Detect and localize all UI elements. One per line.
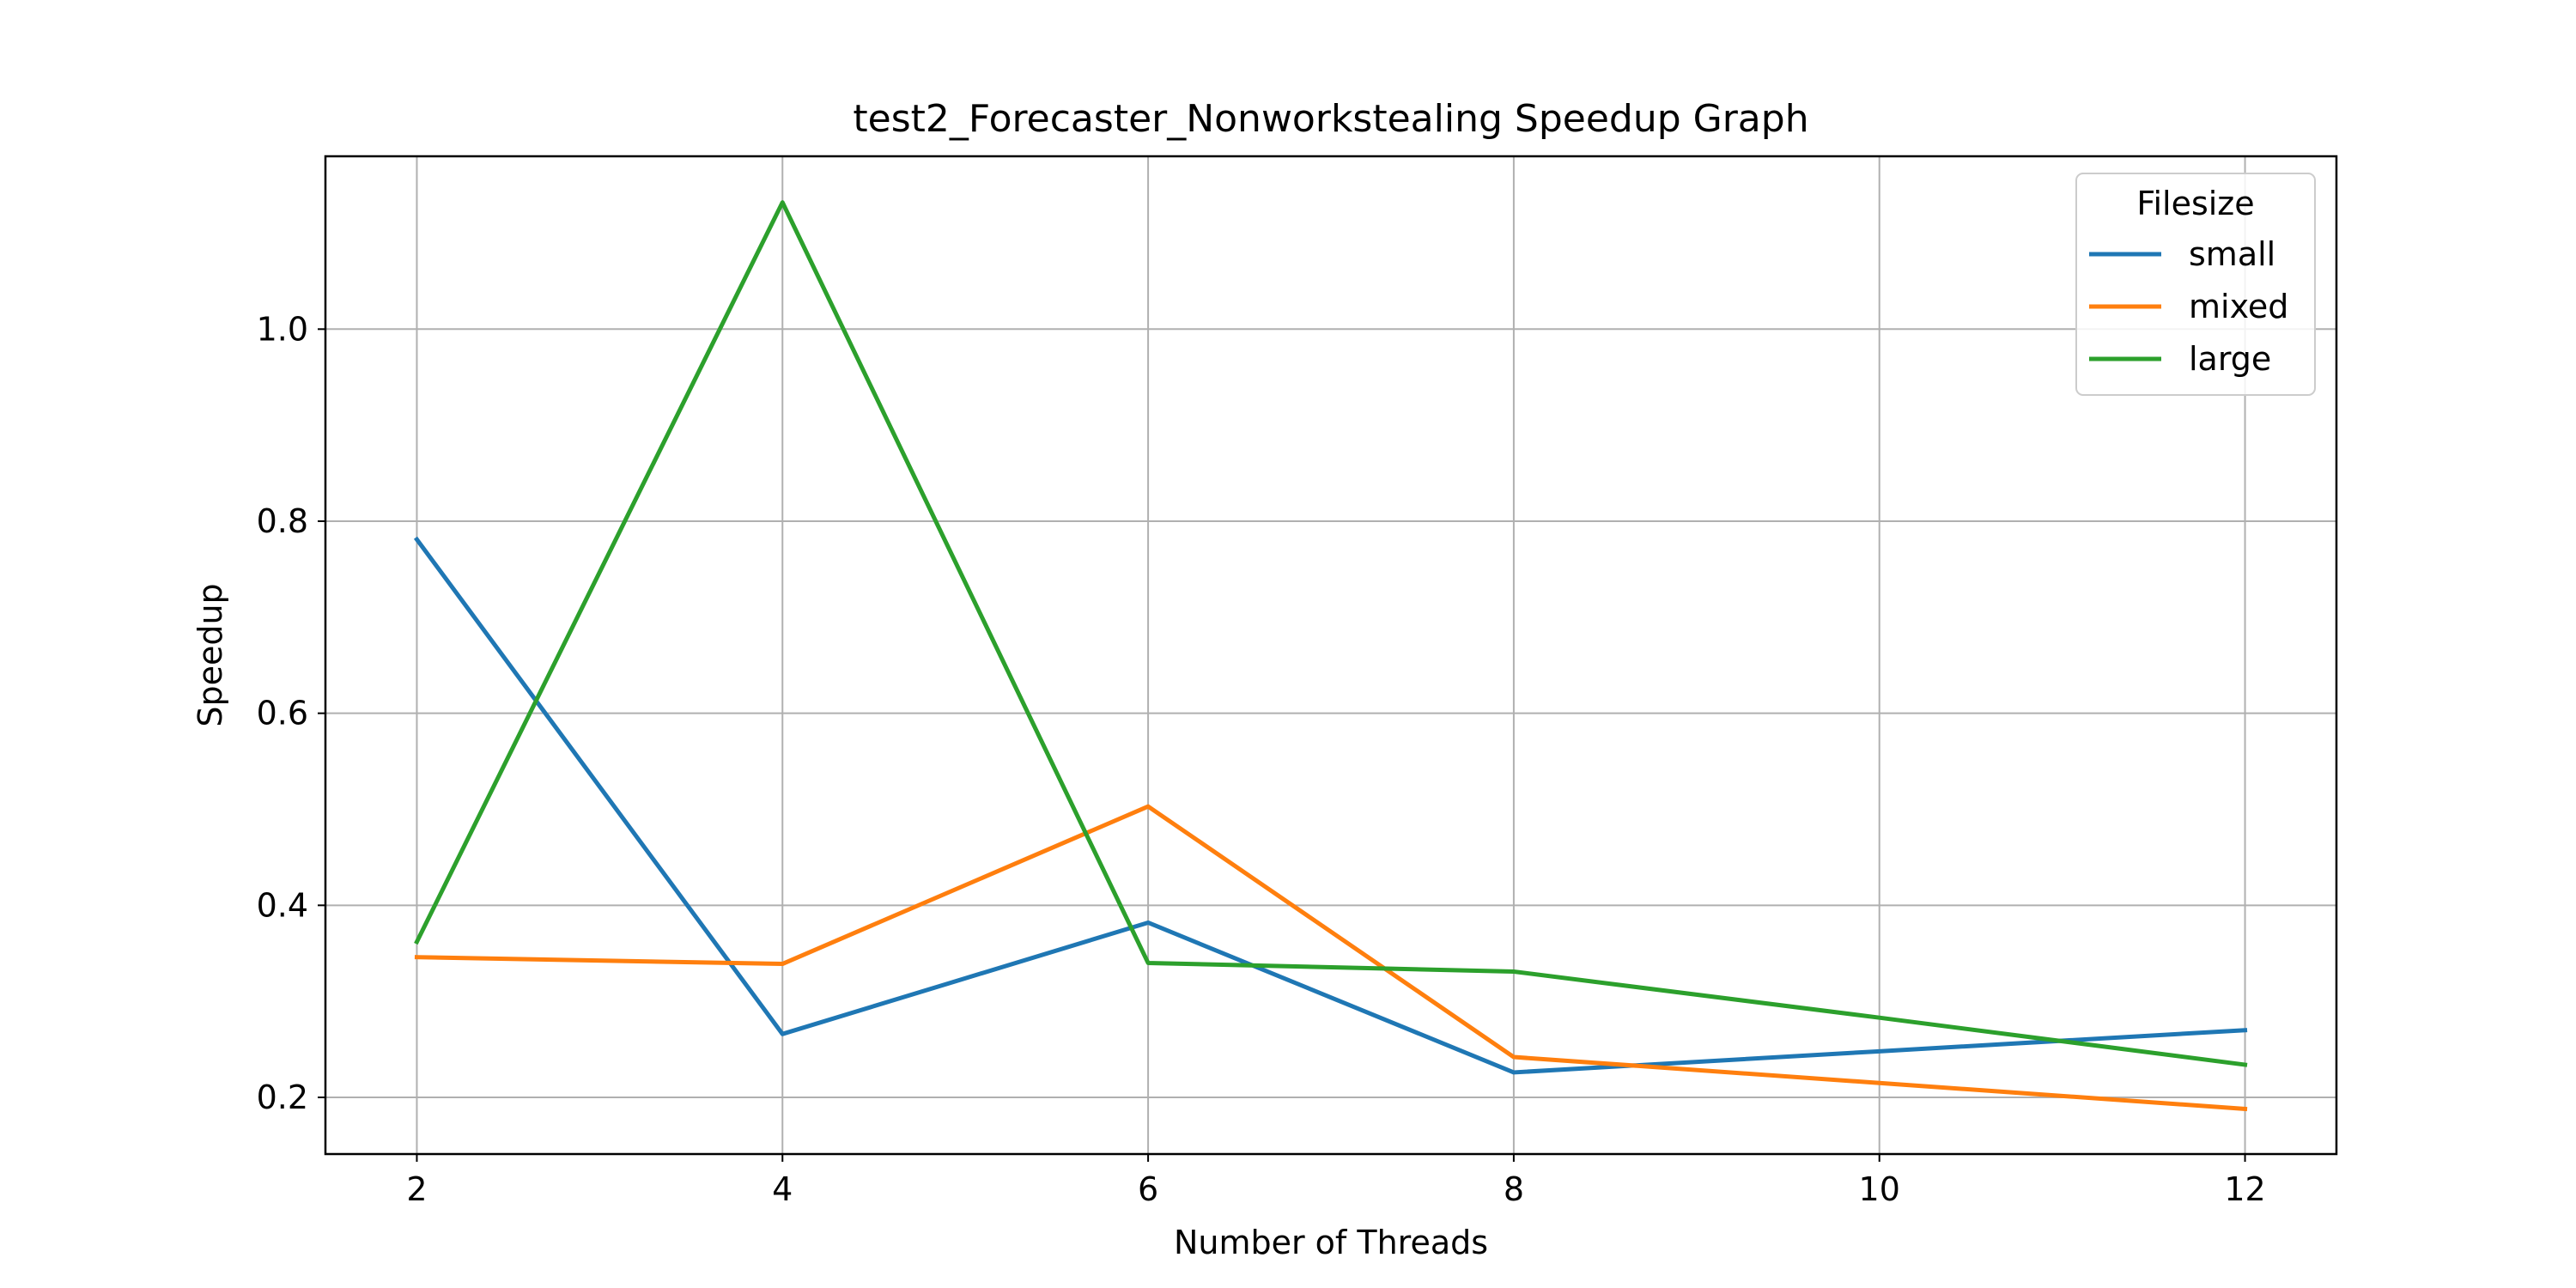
x-tick-label: 10 xyxy=(1859,1170,1900,1208)
y-tick-label: 0.6 xyxy=(257,695,308,732)
series-line-small xyxy=(413,536,2248,1075)
legend-label-mixed: mixed xyxy=(2189,288,2288,325)
series-lines xyxy=(413,200,2248,1112)
x-tick-label: 12 xyxy=(2224,1170,2265,1208)
x-tick-label: 4 xyxy=(772,1170,793,1208)
y-tick-label: 0.2 xyxy=(257,1078,308,1116)
y-tick-label: 0.8 xyxy=(257,502,308,540)
legend-label-small: small xyxy=(2189,235,2275,273)
series-line-large xyxy=(414,200,2248,1067)
x-axis-ticks: 2 4 6 8 10 12 xyxy=(406,1154,2266,1208)
y-axis-label: Speedup xyxy=(191,583,229,726)
legend-label-large: large xyxy=(2189,340,2271,378)
y-tick-label: 0.4 xyxy=(257,886,308,924)
y-tick-label: 1.0 xyxy=(257,310,308,348)
series-line-mixed xyxy=(414,804,2248,1112)
x-tick-label: 6 xyxy=(1138,1170,1158,1208)
y-axis-ticks: 0.2 0.4 0.6 0.8 1.0 xyxy=(257,310,325,1116)
legend-title: Filesize xyxy=(2136,185,2254,222)
plot-frame xyxy=(324,155,2338,1156)
x-tick-label: 8 xyxy=(1504,1170,1524,1208)
legend: Filesize small mixed large xyxy=(2075,173,2316,396)
legend-box xyxy=(2075,173,2316,396)
chart-title: test2_Forecaster_Nonworkstealing Speedup… xyxy=(853,97,1808,141)
grid xyxy=(325,156,2336,1154)
x-axis-label: Number of Threads xyxy=(1174,1224,1488,1261)
x-tick-label: 2 xyxy=(406,1170,427,1208)
